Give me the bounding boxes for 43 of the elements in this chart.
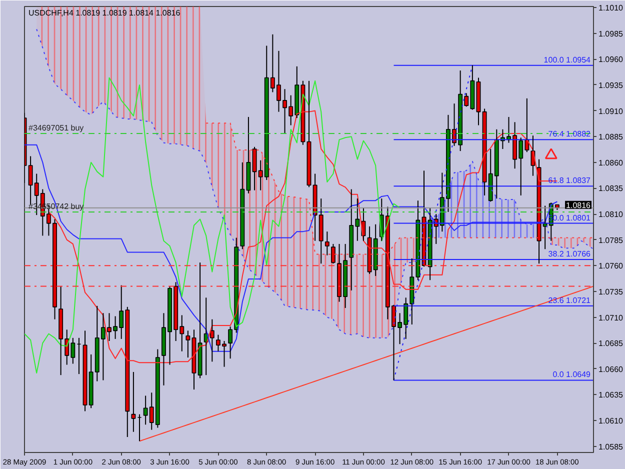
y-tick-label: 1.0585: [598, 442, 624, 452]
series-label: 61.8 1.0837: [548, 176, 592, 186]
chart-title: USDCHF,H4 1.0819 1.0819 1.0814 1.0816: [28, 8, 181, 18]
y-tick-label: 1.0860: [598, 158, 624, 168]
y-tick-label: 1.0960: [598, 55, 624, 64]
ref-line-label: 1.0816: [566, 200, 592, 210]
y-tick-label: 1.0685: [598, 339, 624, 348]
candlestick: [82, 330, 88, 412]
y-tick-label: 1.0610: [598, 416, 624, 426]
y-tick-label: 1.0760: [598, 262, 624, 271]
series-label: 38.2 1.0766: [548, 249, 592, 258]
candlestick: [131, 371, 136, 432]
y-tick-label: 1.0785: [598, 236, 624, 245]
series-label: 100.0 1.0954: [544, 55, 592, 64]
y-tick-label: 1.0835: [598, 184, 624, 194]
y-tick-label: 1.0885: [598, 132, 624, 142]
y-tick-label: 1.0910: [598, 106, 624, 116]
candlestick: [240, 162, 245, 250]
y-tick-label: 1.0810: [598, 210, 624, 220]
candlestick: [252, 146, 257, 191]
y-tick-label: 1.0985: [598, 29, 624, 38]
candlestick: [234, 237, 239, 334]
candlestick: [186, 330, 190, 358]
candlestick: [330, 243, 336, 264]
candlestick: [476, 77, 481, 126]
series-label: 76.4 1.0882: [548, 130, 592, 139]
y-tick-label: 1.0935: [598, 80, 624, 90]
ref-line-label: #34650742 buy: [28, 202, 84, 211]
y-tick-label: 1.0710: [598, 313, 624, 322]
y-tick-label: 1.0735: [598, 287, 624, 296]
candlestick: [58, 286, 64, 376]
candlestick: [306, 80, 312, 188]
candlestick: [228, 326, 233, 360]
candlestick: [198, 262, 202, 379]
y-tick-label: 1.1010: [598, 4, 624, 13]
candlestick: [324, 231, 330, 256]
y-tick-label: 1.0660: [598, 364, 624, 374]
candlestick: [373, 224, 378, 276]
series-label: 0.0 1.0649: [552, 370, 592, 380]
ref-line-label: #34697051 buy: [28, 123, 84, 132]
line-series: [24, 77, 400, 374]
candlestick: [246, 116, 251, 194]
y-tick-label: 1.0635: [598, 390, 624, 400]
